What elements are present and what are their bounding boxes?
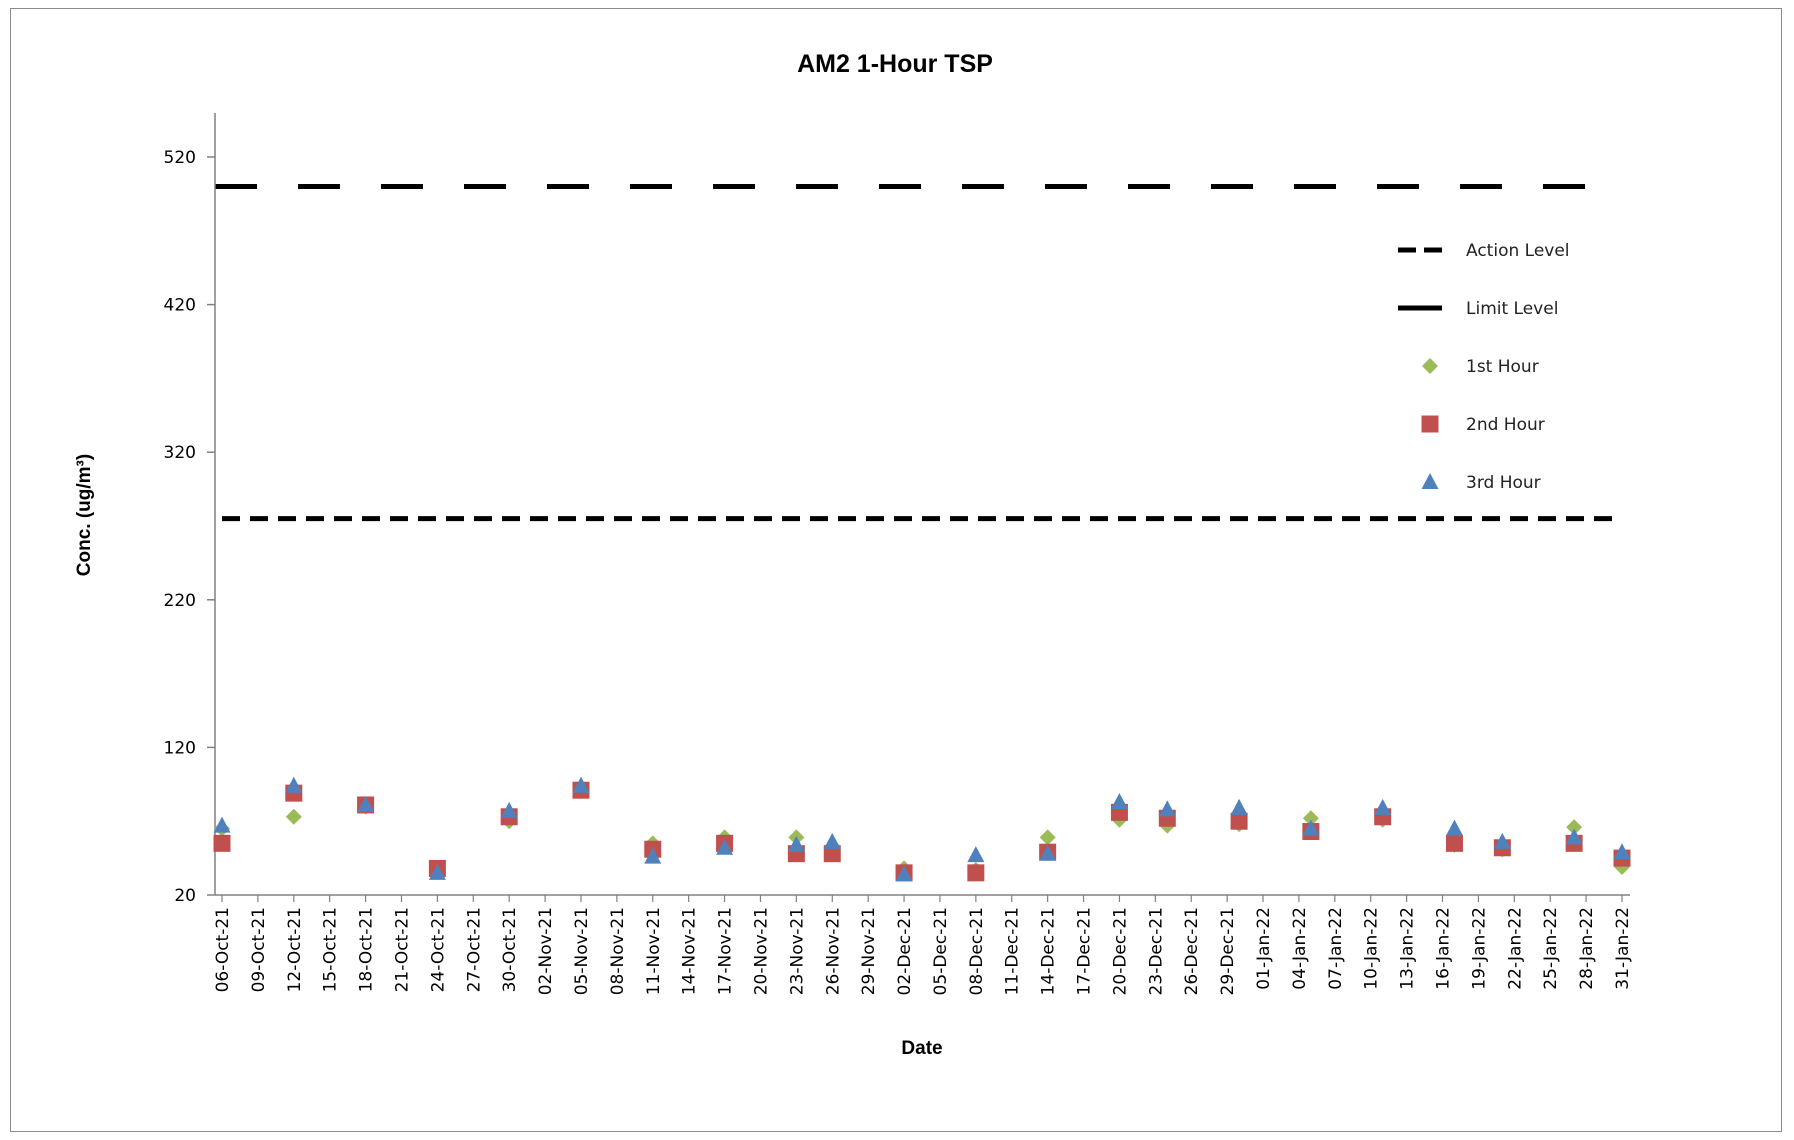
- x-tick-label: 26-Dec-21: [1182, 907, 1202, 995]
- data-point-1st-hour: [1039, 829, 1056, 846]
- x-tick-label: 19-Jan-22: [1469, 907, 1489, 990]
- data-point-3rd-hour: [1613, 843, 1631, 860]
- data-point-3rd-hour: [357, 795, 375, 812]
- legend-item-action-level: Action Level: [1398, 241, 1570, 261]
- x-tick-label: 08-Nov-21: [608, 907, 628, 995]
- x-tick-label: 17-Dec-21: [1075, 907, 1095, 995]
- data-point-2nd-hour: [1445, 834, 1463, 852]
- x-tick-label: 16-Jan-22: [1434, 907, 1454, 990]
- legend-swatch: [1421, 415, 1439, 433]
- legend-swatch: [1422, 358, 1438, 374]
- y-tick-label: 220: [164, 591, 196, 611]
- data-point-3rd-hour: [716, 838, 734, 855]
- y-tick-label: 120: [164, 738, 196, 758]
- x-tick-label: 25-Jan-22: [1541, 907, 1561, 990]
- x-tick-label: 02-Dec-21: [895, 907, 915, 995]
- data-point-3rd-hour: [1445, 819, 1463, 836]
- x-tick-label: 27-Oct-21: [464, 907, 484, 992]
- data-point-3rd-hour: [1039, 844, 1057, 861]
- data-point-3rd-hour: [1565, 828, 1583, 845]
- data-point-3rd-hour: [1374, 798, 1392, 815]
- x-tick-label: 23-Dec-21: [1146, 907, 1166, 995]
- x-tick-label: 20-Dec-21: [1110, 907, 1130, 995]
- x-tick-label: 11-Nov-21: [644, 907, 664, 995]
- data-point-1st-hour: [285, 808, 302, 825]
- data-point-2nd-hour: [823, 845, 841, 863]
- data-point-2nd-hour: [967, 864, 985, 882]
- data-point-3rd-hour: [1493, 832, 1511, 849]
- x-tick-label: 21-Oct-21: [392, 907, 412, 992]
- x-tick-label: 29-Dec-21: [1218, 907, 1238, 995]
- data-point-3rd-hour: [1110, 793, 1128, 810]
- x-tick-label: 05-Nov-21: [572, 907, 592, 995]
- chart-frame: [10, 8, 1782, 1132]
- legend-label: 2nd Hour: [1466, 415, 1545, 435]
- legend-label: 3rd Hour: [1466, 473, 1541, 493]
- x-tick-label: 11-Dec-21: [1003, 907, 1023, 995]
- x-tick-label: 08-Dec-21: [967, 907, 987, 995]
- x-tick-label: 14-Nov-21: [680, 907, 700, 995]
- x-tick-label: 04-Jan-22: [1290, 907, 1310, 990]
- legend-label: 1st Hour: [1466, 357, 1539, 377]
- x-tick-label: 09-Oct-21: [249, 907, 269, 992]
- legend-item-3rd-hour: 3rd Hour: [1421, 473, 1541, 493]
- data-point-3rd-hour: [823, 832, 841, 849]
- data-point-3rd-hour: [644, 847, 662, 864]
- x-axis-title: Date: [901, 1038, 942, 1059]
- y-axis-title: Conc. (ug/m³): [74, 454, 95, 576]
- legend-item-limit-level: Limit Level: [1398, 299, 1558, 319]
- x-tick-label: 24-Oct-21: [428, 907, 448, 992]
- data-point-3rd-hour: [572, 776, 590, 793]
- data-point-1st-hour: [1566, 819, 1583, 836]
- x-tick-label: 23-Nov-21: [787, 907, 807, 995]
- x-tick-label: 28-Jan-22: [1577, 907, 1597, 990]
- data-point-3rd-hour: [895, 865, 913, 882]
- chart-title: AM2 1-Hour TSP: [797, 50, 993, 78]
- y-tick-label: 520: [164, 148, 196, 168]
- data-point-2nd-hour: [1230, 812, 1248, 830]
- x-tick-label: 29-Nov-21: [859, 907, 879, 995]
- y-tick-label: 420: [164, 296, 196, 316]
- y-tick-label: 320: [164, 443, 196, 463]
- legend-label: Limit Level: [1466, 299, 1558, 319]
- x-tick-label: 26-Nov-21: [823, 907, 843, 995]
- x-tick-label: 06-Oct-21: [213, 907, 233, 992]
- data-point-3rd-hour: [428, 863, 446, 880]
- data-point-3rd-hour: [1230, 798, 1248, 815]
- data-point-3rd-hour: [1302, 819, 1320, 836]
- legend-swatch: [1421, 473, 1439, 489]
- x-tick-label: 02-Nov-21: [536, 907, 556, 995]
- data-point-1st-hour: [1302, 810, 1319, 827]
- x-tick-label: 13-Jan-22: [1398, 907, 1418, 990]
- x-tick-label: 18-Oct-21: [357, 907, 377, 992]
- legend-item-2nd-hour: 2nd Hour: [1421, 415, 1545, 435]
- x-tick-label: 12-Oct-21: [285, 907, 305, 992]
- data-point-2nd-hour: [213, 834, 231, 852]
- x-tick-label: 17-Nov-21: [716, 907, 736, 995]
- data-point-3rd-hour: [500, 801, 518, 818]
- data-point-3rd-hour: [285, 776, 303, 793]
- y-tick-label: 20: [174, 886, 196, 906]
- x-tick-label: 05-Dec-21: [931, 907, 951, 995]
- data-point-3rd-hour: [787, 835, 805, 852]
- x-tick-label: 10-Jan-22: [1362, 907, 1382, 990]
- data-point-3rd-hour: [1158, 800, 1176, 817]
- data-point-3rd-hour: [213, 816, 231, 833]
- legend-item-1st-hour: 1st Hour: [1422, 357, 1539, 377]
- data-point-3rd-hour: [967, 846, 985, 863]
- x-tick-label: 31-Jan-22: [1613, 907, 1633, 990]
- x-tick-label: 01-Jan-22: [1254, 907, 1274, 990]
- x-tick-label: 15-Oct-21: [321, 907, 341, 992]
- x-tick-label: 07-Jan-22: [1326, 907, 1346, 990]
- legend-label: Action Level: [1466, 241, 1570, 261]
- x-tick-label: 30-Oct-21: [500, 907, 520, 992]
- x-tick-label: 22-Jan-22: [1505, 907, 1525, 990]
- x-tick-label: 14-Dec-21: [1039, 907, 1059, 995]
- x-tick-label: 20-Nov-21: [751, 907, 771, 995]
